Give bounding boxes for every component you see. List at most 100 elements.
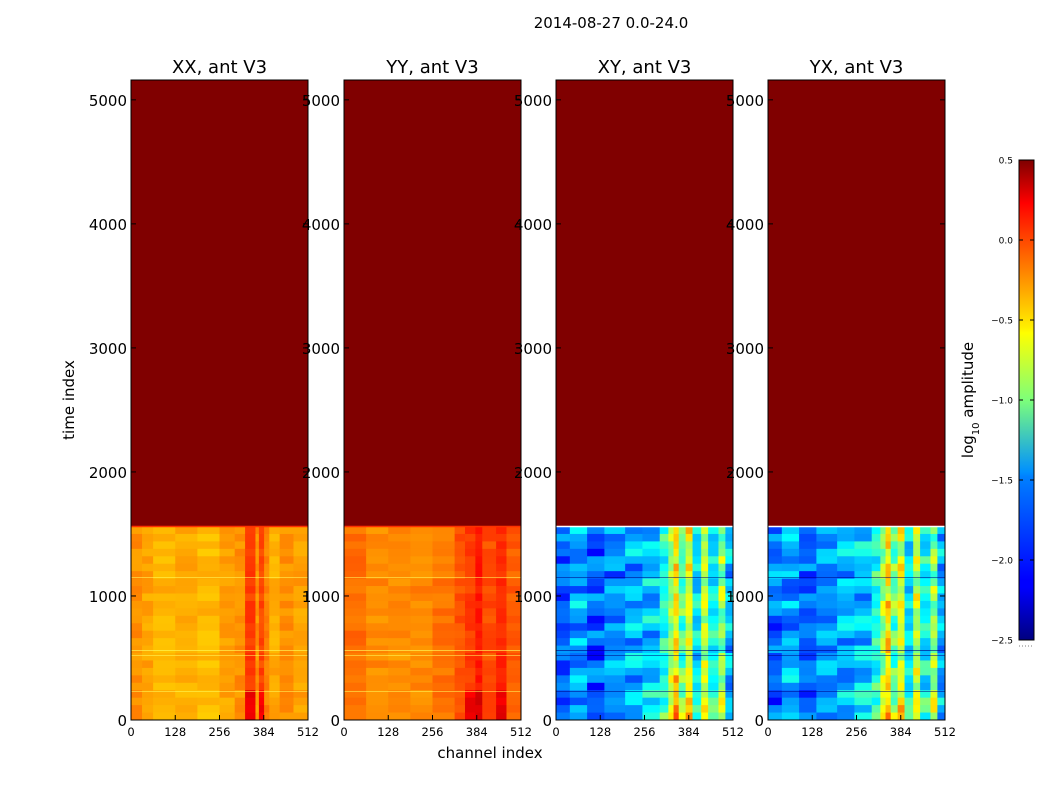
heat-cell (678, 645, 687, 654)
heat-cell (293, 615, 309, 624)
heat-cell (604, 571, 626, 579)
heat-cell (708, 630, 719, 639)
heat-cell (258, 690, 265, 699)
heat-cell (642, 563, 661, 572)
heat-cell (897, 533, 905, 542)
heat-cell (496, 705, 507, 713)
heat-cell (245, 638, 256, 646)
heat-cell (708, 682, 719, 691)
heat-cell (625, 675, 643, 684)
heat-cell (465, 571, 476, 579)
heat-cell (904, 638, 914, 646)
heat-cell (388, 615, 411, 624)
heat-cell (854, 608, 873, 617)
heat-cell (692, 615, 702, 624)
y-tick-label: 5000 (302, 92, 340, 110)
heat-cell (432, 638, 456, 646)
heat-cell (255, 593, 260, 602)
heat-cell (255, 563, 260, 572)
heat-cell (587, 675, 605, 684)
heat-cell (264, 600, 270, 609)
heat-cell (725, 638, 734, 646)
heat-cell (885, 623, 892, 632)
heat-cell (264, 660, 270, 669)
heat-cell (837, 638, 855, 646)
heat-cell (197, 533, 220, 542)
heat-cell (465, 630, 476, 639)
heat-cell (153, 586, 176, 594)
heat-cell (937, 712, 946, 721)
heat-cell (264, 563, 270, 572)
heat-cell (768, 600, 783, 609)
heat-cell (930, 645, 938, 654)
heat-cell (930, 563, 938, 572)
heat-cell (432, 645, 456, 654)
heat-cell (904, 675, 914, 684)
heat-cell (871, 682, 881, 691)
heat-cell (506, 667, 522, 676)
heat-cell (569, 578, 588, 587)
heat-cell (897, 675, 905, 684)
heat-cell (131, 682, 143, 691)
heat-cell (219, 541, 236, 550)
heat-cell (799, 690, 817, 699)
heat-cell (366, 541, 389, 550)
heat-cell (388, 623, 411, 632)
heat-cell (258, 541, 265, 550)
heat-cell (153, 645, 176, 654)
heat-cell (388, 571, 411, 579)
heat-cell (659, 712, 669, 721)
heat-cell (344, 645, 367, 654)
heat-cell (871, 586, 881, 594)
heat-cell (344, 675, 367, 684)
heat-cell (937, 653, 946, 661)
heat-cell (269, 556, 281, 565)
heat-cell (890, 712, 899, 721)
heat-cell (920, 712, 931, 721)
heat-cell (659, 682, 669, 691)
heat-cell (432, 533, 456, 542)
heat-cell (930, 705, 938, 713)
heat-cell (465, 586, 476, 594)
heat-cell (587, 556, 605, 565)
x-tick-label: 256 (634, 725, 656, 739)
heat-cell (659, 541, 669, 550)
heat-cell (475, 623, 483, 632)
heat-cell (930, 548, 938, 557)
heat-cell (880, 556, 886, 565)
heat-cell (913, 586, 921, 594)
heat-cell (668, 533, 674, 542)
heat-cell (269, 533, 281, 542)
heat-cell (642, 526, 661, 535)
heat-cell (692, 645, 702, 654)
heat-cell (718, 593, 726, 602)
heat-cell (482, 660, 497, 669)
heat-cell (913, 645, 921, 654)
heat-cell (913, 653, 921, 661)
heat-cell (279, 563, 294, 572)
heat-cell (454, 533, 466, 542)
heat-cell (604, 563, 626, 572)
heat-cell (685, 586, 693, 594)
heat-cell (293, 556, 309, 565)
heat-cell (293, 526, 309, 535)
heat-cell (880, 638, 886, 646)
heat-cell (344, 705, 367, 713)
heat-cell (718, 682, 726, 691)
heat-cell (604, 593, 626, 602)
heat-cell (279, 638, 294, 646)
heat-cell (245, 645, 256, 654)
heat-cell (388, 638, 411, 646)
heat-cell (890, 586, 899, 594)
heat-cell (837, 675, 855, 684)
heat-cell (678, 593, 687, 602)
heat-cell (768, 653, 783, 661)
heat-cell (454, 645, 466, 654)
heat-cell (816, 623, 838, 632)
heat-cell (219, 600, 236, 609)
heat-cell (410, 586, 433, 594)
heat-cell (293, 608, 309, 617)
heat-cell (175, 660, 198, 669)
heat-cell (587, 623, 605, 632)
heat-cell (569, 556, 588, 565)
